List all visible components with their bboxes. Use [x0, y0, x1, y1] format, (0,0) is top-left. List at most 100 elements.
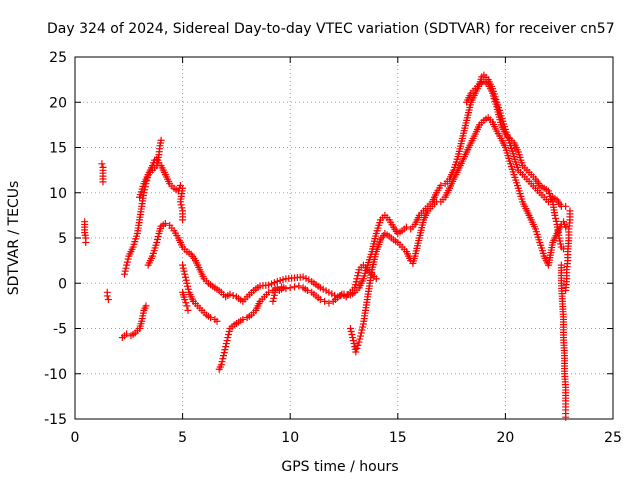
- x-tick-label: 15: [389, 430, 407, 446]
- data-point: [153, 239, 161, 247]
- data-point: [555, 234, 563, 242]
- data-point: [356, 332, 364, 340]
- data-point: [184, 282, 192, 290]
- data-point: [207, 314, 215, 322]
- data-point: [353, 275, 361, 283]
- data-point: [346, 325, 354, 332]
- data-point: [316, 296, 324, 304]
- data-point: [154, 232, 162, 240]
- x-tick-label: 5: [178, 430, 187, 446]
- data-point: [123, 258, 131, 266]
- data-point: [219, 355, 227, 363]
- tick-layer: 0 5 10 15 20 25 -15 -10 -5 0 5 10 15 20 25: [44, 50, 622, 446]
- data-point: [325, 299, 333, 307]
- data-point: [225, 328, 233, 336]
- data-point: [351, 284, 359, 292]
- data-point: [286, 284, 294, 292]
- data-point: [372, 275, 380, 283]
- data-point: [179, 261, 187, 269]
- chart-title: Day 324 of 2024, Sidereal Day-to-day VTE…: [47, 21, 615, 37]
- data-point: [123, 330, 131, 338]
- data-point: [176, 198, 184, 206]
- data-point: [222, 343, 230, 351]
- data-point: [349, 337, 357, 345]
- data-point: [124, 255, 132, 263]
- data-point: [229, 291, 237, 299]
- data-point: [303, 286, 311, 294]
- grid-layer: [75, 57, 613, 419]
- data-point: [291, 283, 299, 291]
- data-point: [356, 335, 364, 343]
- series-segment-d: [118, 302, 150, 342]
- y-tick-label: -5: [53, 322, 67, 338]
- data-point: [280, 284, 288, 292]
- data-point: [562, 202, 570, 210]
- data-point: [183, 302, 191, 310]
- x-tick-label: 10: [281, 430, 299, 446]
- data-point: [354, 272, 362, 280]
- data-point: [180, 267, 188, 275]
- y-tick-label: 20: [49, 95, 67, 111]
- data-point: [179, 216, 187, 224]
- data-point: [271, 288, 279, 296]
- data-point: [556, 237, 564, 245]
- data-point: [239, 315, 247, 323]
- series-segment-f: [136, 136, 165, 201]
- data-point: [353, 344, 361, 352]
- data-point: [270, 291, 278, 299]
- data-point: [213, 317, 221, 325]
- data-point: [82, 239, 90, 247]
- data-point: [122, 264, 130, 272]
- data-point: [98, 160, 106, 168]
- y-axis-label: SDTVAR / TECUs: [6, 181, 22, 296]
- series-segment-m: [463, 77, 568, 253]
- data-point: [350, 340, 358, 348]
- series-segment-n: [557, 261, 570, 421]
- data-point: [348, 331, 356, 339]
- data-point: [352, 278, 360, 286]
- data-point: [562, 413, 570, 421]
- y-tick-label: -15: [44, 412, 67, 428]
- data-point: [223, 337, 231, 345]
- data-point: [352, 348, 360, 356]
- data-point: [354, 341, 362, 349]
- series-segment-k: [269, 284, 288, 305]
- data-point: [347, 328, 355, 336]
- data-point: [552, 214, 560, 222]
- y-tick-label: 5: [58, 231, 67, 247]
- data-point: [355, 338, 363, 346]
- data-point: [103, 292, 111, 300]
- data-point: [226, 290, 234, 298]
- data-point: [270, 294, 278, 302]
- y-tick-label: 15: [49, 141, 67, 157]
- data-point: [181, 273, 189, 281]
- data-point: [104, 296, 112, 304]
- data-point: [357, 329, 365, 337]
- data-point: [183, 279, 191, 287]
- data-point: [153, 236, 161, 244]
- data-point: [184, 285, 192, 293]
- series-segment-i: [179, 288, 192, 314]
- data-point: [557, 240, 565, 248]
- data-point: [184, 306, 192, 314]
- data-point: [178, 204, 186, 212]
- data-point: [552, 217, 560, 225]
- data-point: [217, 361, 225, 369]
- y-tick-label: 25: [49, 50, 67, 66]
- data-point: [351, 281, 359, 289]
- data-point: [295, 282, 303, 290]
- data-point: [321, 297, 329, 305]
- data-point: [179, 264, 187, 272]
- x-tick-label: 0: [71, 430, 80, 446]
- data-point: [177, 201, 185, 209]
- data-point: [99, 178, 107, 186]
- data-point: [437, 182, 445, 190]
- data-point: [349, 334, 357, 342]
- data-point: [225, 331, 233, 339]
- data-point: [157, 136, 165, 144]
- data-point: [218, 358, 226, 366]
- x-axis-label: GPS time / hours: [281, 459, 398, 475]
- data-point: [358, 326, 366, 334]
- data-point: [123, 261, 131, 269]
